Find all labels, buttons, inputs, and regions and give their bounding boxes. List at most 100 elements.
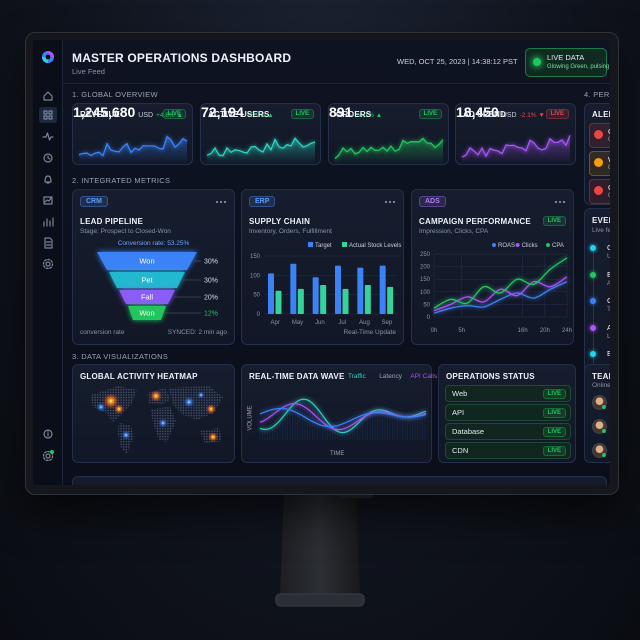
chart-canvas: 0 50 100 150 200 250 0h 5h 16h 20h 24h ROAS Clicks CP… bbox=[420, 243, 572, 334]
badge: LIVE bbox=[290, 109, 314, 119]
x-tick-label: 16h bbox=[518, 328, 528, 334]
card-subtitle: Inventory, Orders, Fulfillment bbox=[249, 228, 332, 235]
alert-item: Critical WCritical/W bbox=[589, 123, 610, 148]
event-log-subtitle: Live feed of acti bbox=[592, 227, 610, 234]
alerts-panel: ALERTSCritical WCritical/WWarningCritica… bbox=[584, 103, 610, 205]
kpi-value: 72,194 bbox=[201, 104, 244, 120]
badge: LIVE bbox=[545, 109, 569, 119]
hotspot bbox=[96, 402, 106, 412]
conversion-rate: Conversion rate: 53.25% bbox=[117, 240, 190, 247]
y-tick-label: 0 bbox=[427, 315, 431, 321]
nav-icons[interactable] bbox=[42, 91, 54, 462]
badge: LIVE bbox=[542, 445, 566, 456]
hotspot bbox=[150, 390, 162, 402]
menu-icon bbox=[216, 201, 226, 203]
datetime: WED, OCT 25, 2023 | 14:38:12 PST bbox=[397, 57, 518, 66]
alert-icon bbox=[594, 158, 603, 167]
event-title: Event w bbox=[607, 269, 610, 279]
service-name: CDN bbox=[452, 446, 469, 455]
x-tick-label: Jul bbox=[338, 320, 346, 326]
legend-label: Actual Stock Levels bbox=[349, 243, 401, 249]
menu-dot bbox=[385, 201, 387, 203]
footer-right: SYNCED: 2 min ago bbox=[167, 329, 227, 336]
live-status[interactable]: LIVE DATA Glowing Green, pulsing bbox=[525, 48, 609, 77]
alert-icon bbox=[594, 130, 603, 139]
x-tick-label: 20h bbox=[540, 328, 550, 334]
legend-label: Target bbox=[315, 243, 332, 249]
continent bbox=[169, 386, 223, 420]
event-log-title: EVENT LOG bbox=[592, 216, 610, 225]
badge: LIVE bbox=[542, 407, 566, 418]
hotspot bbox=[158, 418, 168, 428]
x-tick-label: Jun bbox=[315, 320, 325, 326]
legend-swatch bbox=[308, 242, 313, 247]
wave-legend: API Calls bbox=[410, 373, 438, 380]
card-subtitle: Impression, Clicks, CPA bbox=[419, 228, 489, 235]
funnel-segment bbox=[97, 252, 197, 270]
legend-swatch bbox=[515, 243, 520, 247]
footer-left: conversion rate bbox=[80, 329, 125, 336]
y-tick-label: 50 bbox=[423, 302, 430, 308]
live-label: LIVE DATA bbox=[547, 53, 585, 62]
hotspot bbox=[103, 393, 119, 409]
service-name: Database bbox=[452, 427, 485, 436]
chart-canvas bbox=[91, 386, 223, 454]
badge: LIVE bbox=[162, 109, 186, 119]
y-tick-label: 250 bbox=[420, 252, 431, 258]
menu-icon bbox=[385, 201, 395, 203]
x-tick-label: 0h bbox=[431, 328, 438, 334]
alert-detail: Critical/W bbox=[608, 165, 610, 171]
status-row: Database LIVE bbox=[445, 423, 571, 440]
kpi-unit: USD bbox=[501, 112, 517, 119]
kpi-change: +3.2% ▲ bbox=[246, 112, 274, 119]
kpi-title: REVENUE bbox=[80, 110, 121, 119]
kpi-value: 891 bbox=[329, 104, 353, 120]
kpi-card: ACTIVE USERS LIVE 72,194 +3.2% ▲ bbox=[200, 103, 321, 165]
x-tick-label: Sep bbox=[381, 320, 392, 326]
hotspot bbox=[206, 404, 216, 414]
badge: LIVE bbox=[542, 216, 566, 226]
ads-card: ADS CAMPAIGN PERFORMANCE Impression, Click… bbox=[411, 189, 574, 345]
menu-dot bbox=[389, 201, 391, 203]
stand-neck bbox=[280, 492, 360, 598]
event-detail: Live feed c bbox=[607, 332, 610, 340]
funnel-label: Won bbox=[139, 257, 154, 266]
online-dot bbox=[602, 453, 606, 457]
header-divider bbox=[62, 83, 610, 84]
chart-canvas bbox=[206, 137, 316, 164]
y-tick-label: 0 bbox=[257, 312, 261, 318]
badge: CRM bbox=[80, 196, 108, 207]
live-dot bbox=[533, 58, 541, 66]
bar bbox=[320, 285, 327, 314]
heatmap-card: GLOBAL ACTIVITY HEATMAP bbox=[72, 364, 235, 463]
badge: LIVE bbox=[542, 388, 566, 399]
funnel-value-label: 12% bbox=[204, 311, 218, 318]
status-dot bbox=[50, 450, 54, 454]
event-title: Event ft bbox=[607, 349, 610, 358]
alert-icon bbox=[594, 186, 603, 195]
event-title: Conerute bbox=[607, 296, 610, 305]
kpi-card: ORDERS LIVE 891 +6.1% ▲ bbox=[328, 103, 449, 165]
badge: LIVE bbox=[418, 109, 442, 119]
status-row: CDN LIVE bbox=[445, 442, 571, 459]
funnel-value-label: 30% bbox=[204, 259, 218, 266]
event-title: Catting t bbox=[607, 243, 610, 252]
wave-card: REAL-TIME DATA WAVE Traffic Latency API Cal… bbox=[241, 364, 437, 463]
x-tick-label: 5h bbox=[458, 328, 465, 334]
x-tick-label: May bbox=[292, 320, 303, 326]
bottom-panel bbox=[72, 476, 607, 485]
event-detail: Thaiwsge bbox=[607, 306, 610, 313]
kpi-value-row: 891 +6.1% ▲ bbox=[329, 104, 448, 120]
crm-card: CRM LEAD PIPELINE Stage: Prospect to Close… bbox=[72, 189, 235, 345]
y-tick-label: 100 bbox=[420, 290, 431, 296]
event-detail: Upvelcem bbox=[607, 253, 610, 260]
funnel-segment bbox=[119, 290, 175, 304]
operations-title: OPERATIONS STATUS bbox=[446, 372, 535, 381]
event-detail: Actions s bbox=[607, 279, 610, 287]
section-label: 4. PERFORMAN bbox=[584, 90, 610, 99]
legend-swatch bbox=[342, 242, 347, 247]
nav-active[interactable] bbox=[39, 107, 57, 123]
sidebar-icons bbox=[39, 51, 57, 462]
menu-dot bbox=[559, 201, 561, 203]
line-series bbox=[433, 257, 568, 309]
